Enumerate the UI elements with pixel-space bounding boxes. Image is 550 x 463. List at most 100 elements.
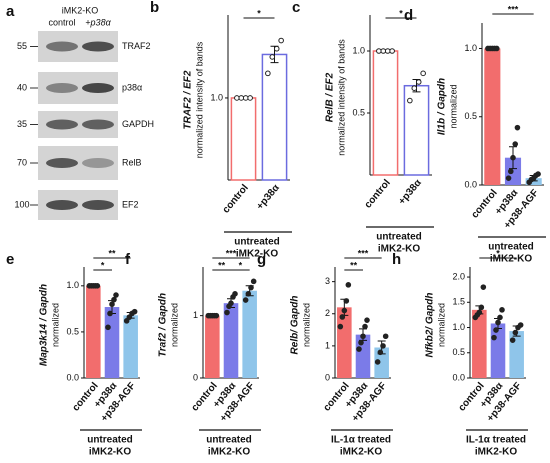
y-tick-label: 0	[193, 372, 198, 382]
y-tick-label: 1.0	[452, 322, 465, 332]
data-point	[505, 175, 512, 181]
y-tick-label: 1	[325, 340, 330, 350]
data-point	[278, 37, 284, 44]
blot-band	[46, 83, 78, 93]
y-tick-label: 2	[325, 308, 330, 318]
significance-label: **	[218, 260, 226, 270]
y-tick-label: 0.5	[452, 347, 465, 357]
y-axis-title: Map3k14 / Gapdh	[39, 284, 50, 366]
data-point	[514, 124, 521, 131]
significance-label: **	[350, 260, 358, 270]
panel-letter: c	[292, 0, 300, 16]
blot-band	[82, 158, 114, 168]
bar	[484, 48, 501, 186]
bar	[355, 334, 371, 378]
y-axis-subtitle: normalized	[301, 303, 311, 347]
bar	[525, 178, 542, 185]
data-point	[105, 324, 111, 331]
data-point	[238, 95, 245, 101]
data-point	[265, 70, 271, 77]
y-tick-label: 1.0	[66, 280, 79, 290]
group-label: untreated	[87, 435, 133, 446]
data-point	[495, 319, 501, 326]
significance-label: **	[108, 248, 116, 258]
y-tick-label: 0	[325, 372, 330, 382]
group-label: IL-1α treated	[466, 435, 526, 446]
panel-letter: a	[6, 3, 15, 20]
x-tick-label: control	[363, 177, 393, 210]
data-point	[382, 333, 389, 340]
group-label: untreated	[206, 435, 252, 446]
data-point	[213, 312, 220, 319]
band-label: p38α	[122, 82, 142, 92]
data-point	[107, 310, 113, 317]
y-axis-title: Nfkb2/ Gapdh	[425, 292, 436, 357]
bar	[372, 50, 399, 176]
bar	[472, 309, 487, 378]
data-point	[362, 323, 368, 330]
panel-letter: f	[125, 251, 131, 268]
mw-marker: 55	[17, 41, 27, 51]
data-point	[364, 317, 370, 323]
data-point	[337, 323, 344, 330]
x-tick-label: control	[221, 182, 251, 215]
bar	[374, 347, 389, 378]
y-axis-subtitle: normalized	[50, 303, 60, 347]
y-axis-subtitle: normalized intensity of bands	[194, 41, 204, 158]
y-tick-label: 0.0	[464, 179, 477, 189]
data-point	[517, 322, 524, 328]
y-tick-label: 1.5	[452, 297, 465, 307]
data-point	[512, 141, 519, 147]
data-point	[493, 327, 499, 333]
data-point	[273, 45, 280, 52]
blot-header: iMK2-KO	[62, 5, 99, 15]
blot-band	[46, 200, 78, 210]
data-point	[491, 334, 497, 341]
y-axis-title: RelB / EF2	[325, 72, 336, 122]
data-point	[242, 95, 249, 101]
y-axis-title: Il1b / Gapdh	[437, 78, 448, 135]
data-point	[228, 300, 234, 306]
y-tick-label: 3	[325, 276, 330, 286]
band-label: GAPDH	[122, 119, 154, 129]
panel-letter: g	[257, 251, 266, 268]
data-point	[535, 171, 541, 177]
data-point	[512, 329, 519, 336]
y-tick-label: 1.0	[352, 45, 365, 55]
data-point	[478, 304, 485, 311]
band-label: TRAF2	[122, 41, 151, 51]
panel-letter: d	[404, 7, 413, 24]
y-tick-label: 2.0	[452, 271, 465, 281]
y-tick-label: 0.0	[452, 372, 465, 382]
significance-label: ***	[358, 248, 369, 258]
lane-label: control	[48, 17, 75, 27]
data-point	[343, 298, 350, 304]
significance-label: *	[101, 260, 105, 270]
mw-marker: 40	[17, 82, 27, 92]
data-point	[113, 292, 119, 298]
y-tick-label: 1	[193, 310, 198, 320]
data-point	[123, 318, 130, 324]
group-label: iMK2-KO	[89, 447, 131, 458]
bar	[205, 315, 220, 378]
group-label: iMK2-KO	[208, 447, 250, 458]
blot-band	[82, 83, 114, 93]
data-point	[499, 307, 505, 313]
bar	[230, 97, 257, 181]
blot-band	[82, 119, 114, 130]
data-point	[356, 346, 362, 352]
data-point	[509, 337, 516, 343]
significance-label: ***	[226, 248, 237, 258]
y-tick-label: 0.0	[66, 372, 79, 382]
data-point	[131, 308, 138, 315]
bar	[86, 285, 101, 378]
data-point	[407, 97, 413, 104]
data-point	[493, 45, 500, 52]
bar	[223, 303, 239, 378]
group-label: iMK2-KO	[378, 244, 420, 255]
data-point	[411, 85, 418, 91]
mw-marker: 100	[14, 199, 29, 209]
y-axis-title: Relb/ Gapdh	[290, 296, 301, 355]
panel-letter: b	[150, 0, 159, 16]
